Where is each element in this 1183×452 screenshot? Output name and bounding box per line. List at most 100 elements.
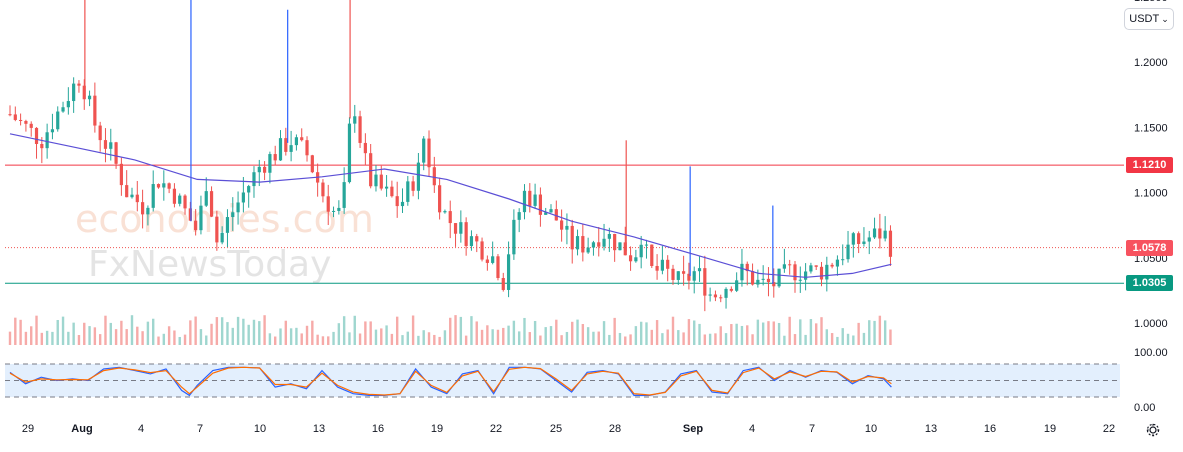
candle [146, 205, 150, 226]
candle-body [538, 194, 542, 215]
candle [453, 223, 458, 247]
candle-body [34, 127, 39, 144]
candle-body [103, 140, 108, 149]
volume-bar [470, 316, 473, 345]
candle-body [448, 211, 452, 224]
candle [289, 130, 293, 162]
volume-bar [380, 328, 383, 345]
candle-body [50, 129, 55, 133]
candle [310, 154, 314, 174]
candle-body [528, 190, 532, 206]
volume-bar [194, 316, 197, 345]
volume-bar [364, 321, 367, 345]
volume-bar [401, 335, 404, 345]
currency-selector[interactable]: USDT ⌄ [1124, 8, 1174, 30]
candle [8, 105, 12, 117]
candle [416, 153, 421, 200]
candle-body [390, 186, 394, 197]
candle [591, 240, 596, 256]
candle-body [533, 194, 537, 206]
candle [586, 237, 590, 254]
volume-bar [337, 323, 341, 345]
candle-body [862, 241, 866, 244]
volume-bar [873, 320, 876, 345]
candle [692, 266, 696, 294]
volume-bar [120, 320, 123, 345]
volume-bar [327, 336, 330, 345]
volume-bar [645, 322, 648, 345]
volume-bar [846, 333, 850, 345]
volume-bar [714, 333, 717, 345]
price-axis: 1.40001.35001.30001.25001.20001.15001.10… [1134, 0, 1168, 330]
candle [676, 271, 680, 285]
volume-bar [274, 336, 277, 345]
candle-body [400, 201, 405, 207]
price-tick-label: 1.0500 [1134, 253, 1168, 265]
candle-body [262, 166, 267, 173]
candle-body [369, 153, 373, 187]
candle [374, 165, 378, 192]
candle-body [735, 280, 739, 291]
candle [761, 265, 765, 286]
volume-bar [56, 319, 59, 345]
chevron-down-icon: ⌄ [1161, 13, 1169, 24]
volume-bar [857, 322, 860, 345]
candle-body [570, 225, 574, 250]
watermark: economies.com FxNewsToday [75, 197, 374, 285]
candle-body [125, 185, 129, 198]
candle-body [830, 264, 834, 267]
candle [188, 201, 192, 221]
candle [883, 216, 887, 242]
candle [607, 227, 611, 252]
candle [438, 177, 442, 220]
volume-bar [279, 328, 282, 345]
volume-bar [178, 336, 181, 345]
volume-bar [268, 333, 272, 345]
volume-bars [8, 315, 892, 345]
volume-bar [586, 327, 590, 345]
candle [390, 180, 394, 198]
settings-button[interactable] [1142, 419, 1164, 441]
candle-body [24, 120, 28, 124]
candle-body [857, 233, 861, 244]
volume-bar [825, 329, 829, 345]
candle-body [331, 210, 336, 212]
candle [178, 193, 182, 207]
candle-body [194, 220, 198, 231]
volume-bar [353, 315, 356, 345]
time-tick-label: 19 [1044, 423, 1056, 435]
volume-bar [433, 334, 436, 345]
candle-body [650, 244, 654, 266]
volume-bar [836, 336, 839, 345]
candle-body [867, 237, 871, 242]
candle [745, 261, 749, 286]
volume-bar [385, 325, 388, 345]
candle [183, 194, 187, 215]
volume-bar [40, 332, 44, 345]
volume-bar [438, 336, 441, 345]
volume-bar [24, 331, 28, 345]
candle [639, 235, 643, 269]
time-tick-label: 19 [431, 423, 443, 435]
candle-body [687, 273, 691, 281]
candle-body [703, 268, 707, 296]
volume-bar [220, 317, 224, 345]
candle-body [782, 264, 786, 269]
candle [358, 110, 362, 148]
volume-bar [815, 323, 818, 345]
candle-body [464, 222, 468, 247]
candle [204, 177, 208, 207]
candle-body [82, 85, 86, 100]
volume-bar [98, 334, 102, 345]
last-price-value: 1.0578 [1132, 241, 1167, 254]
candle-body [682, 271, 686, 274]
candle [56, 106, 60, 132]
candle-body [766, 278, 771, 283]
candle-body [825, 264, 829, 280]
volume-bar [247, 324, 250, 345]
candle-body [660, 259, 664, 271]
candle-body [438, 185, 442, 213]
resistance-value: 1.1210 [1132, 159, 1167, 172]
price-tick-label: 1.0000 [1134, 318, 1168, 330]
